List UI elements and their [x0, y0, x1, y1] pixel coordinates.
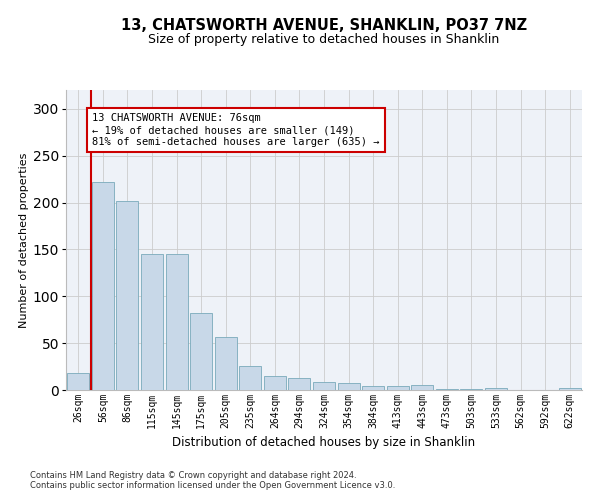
Bar — [411, 386, 433, 390]
Bar — [141, 254, 163, 390]
Bar — [559, 388, 581, 390]
Bar — [239, 366, 262, 390]
Text: 13, CHATSWORTH AVENUE, SHANKLIN, PO37 7NZ: 13, CHATSWORTH AVENUE, SHANKLIN, PO37 7N… — [121, 18, 527, 32]
Text: Contains HM Land Registry data © Crown copyright and database right 2024.: Contains HM Land Registry data © Crown c… — [30, 470, 356, 480]
Bar — [338, 384, 359, 390]
Text: Distribution of detached houses by size in Shanklin: Distribution of detached houses by size … — [172, 436, 476, 449]
Bar — [313, 382, 335, 390]
Bar — [116, 200, 139, 390]
Bar — [190, 313, 212, 390]
Bar — [362, 386, 384, 390]
Bar — [485, 388, 507, 390]
Text: Size of property relative to detached houses in Shanklin: Size of property relative to detached ho… — [148, 32, 500, 46]
Bar — [386, 386, 409, 390]
Bar — [436, 389, 458, 390]
Bar — [67, 373, 89, 390]
Y-axis label: Number of detached properties: Number of detached properties — [19, 152, 29, 328]
Bar — [92, 182, 114, 390]
Text: 13 CHATSWORTH AVENUE: 76sqm
← 19% of detached houses are smaller (149)
81% of se: 13 CHATSWORTH AVENUE: 76sqm ← 19% of det… — [92, 114, 379, 146]
Bar — [289, 378, 310, 390]
Bar — [460, 389, 482, 390]
Bar — [264, 376, 286, 390]
Bar — [215, 336, 237, 390]
Text: Contains public sector information licensed under the Open Government Licence v3: Contains public sector information licen… — [30, 480, 395, 490]
Bar — [166, 254, 188, 390]
